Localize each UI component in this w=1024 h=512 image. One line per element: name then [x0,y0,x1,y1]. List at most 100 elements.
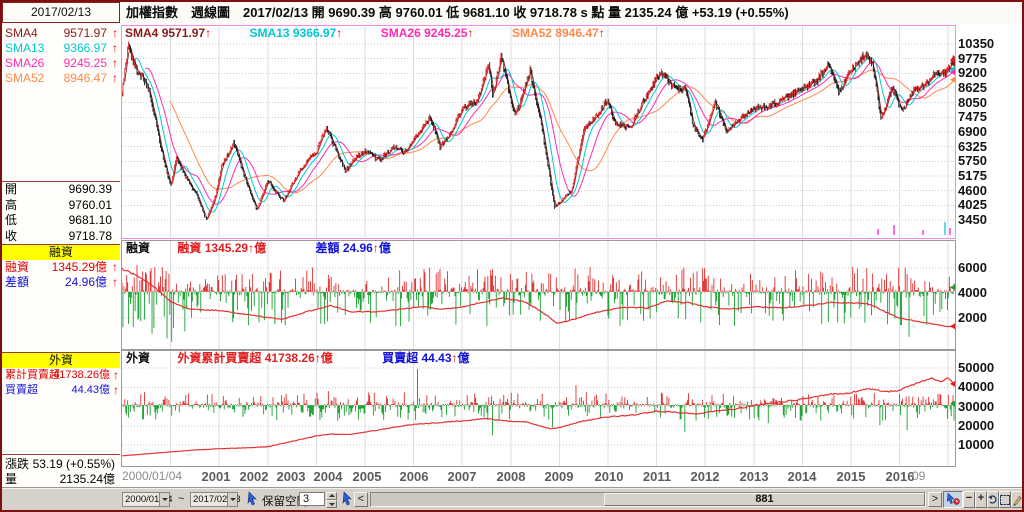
up-arrow-icon: ↑ [112,56,118,70]
price-legend: SMA4 9571.97↑ SMA13 9366.97↑ SMA26 9245.… [125,26,605,40]
up-arrow-icon: ↑ [451,351,458,365]
y-axis-labels: 10350 9775 9200 8625 8050 7475 6900 6325 5750 517… [958,24,1020,467]
x-axis-label: 2006 [399,469,429,484]
from-date-dropdown[interactable]: 2000/01/04 [122,492,173,507]
scroll-left-button[interactable]: < [354,492,368,507]
foreign-axis-label: 10000 [958,437,995,452]
date-range-separator: ~ [178,493,185,505]
hand-pointer-icon[interactable] [340,491,354,507]
margin-axis-label: 4000 [958,285,987,300]
x-axis-label: 2010 [594,469,624,484]
margin-chart-canvas[interactable] [122,241,955,349]
foreign-cumulative-row: 累計買賣超 41738.26億 ↑ [5,368,119,382]
scroll-right-button[interactable]: > [928,492,942,507]
price-axis-label: 6900 [958,124,987,139]
open-row: 開 9690.39 [5,182,112,196]
up-arrow-icon: ↑ [112,41,118,55]
spinner-down-button[interactable] [326,500,337,508]
scrollbar-thumb[interactable]: 881 [604,493,925,506]
x-axis-label: 2014 [787,469,817,484]
price-axis-label: 4600 [958,183,987,198]
foreign-net-row: 買賣超 44.43億 ↑ [5,383,119,397]
price-axis-label: 8625 [958,80,987,95]
x-axis-label: 2007 [447,469,477,484]
price-axis-label: 5750 [958,153,987,168]
margin-panel[interactable]: 融資 融資 1345.29↑億 差額 24.96↑億 [121,240,956,350]
up-arrow-icon: ↑ [113,383,119,397]
foreign-panel-header: 外資 外資累計買賣超 41738.26↑億 買賣超 44.43↑億 [126,351,470,365]
chart-area: SMA4 9571.97↑ SMA13 9366.97↑ SMA26 9245.… [120,24,1022,487]
x-axis-label: 2012 [690,469,720,484]
margin-axis-label: 2000 [958,310,987,325]
hand-pointer-icon[interactable] [245,491,259,507]
select-region-button[interactable] [999,491,1011,508]
foreign-axis-label: 20000 [958,418,995,433]
low-row: 低 9681.10 [5,213,112,227]
x-axis-label: 2000/01/04 [122,469,183,483]
up-arrow-icon: ↑ [248,241,255,255]
foreign-section-header: 外資 [2,353,120,368]
undo-button[interactable] [987,491,999,508]
price-axis-label: 4025 [958,197,987,212]
price-axis-label: 7475 [958,109,987,124]
x-axis-label: 2005 [352,469,382,484]
foreign-axis-label: 40000 [958,379,995,394]
x-axis-label: 2003 [276,469,306,484]
ohlc-section: 開 9690.39 高 9760.01 低 9681.10 收 9718.78 [2,181,120,244]
zoom-out-button[interactable]: − [963,491,975,508]
x-axis-label: 2009 [544,469,574,484]
spinner-up-button[interactable] [326,492,337,500]
cursor-clock-icon [946,492,960,505]
margin-panel-header: 融資 融資 1345.29↑億 差額 24.96↑億 [126,241,391,255]
quote-title: 加權指數 週線圖 2017/02/13 開 9690.39 高 9760.01 … [126,5,789,20]
margin-section-header: 融資 [2,245,120,260]
high-row: 高 9760.01 [5,197,112,212]
keep-space-input[interactable]: 3 [299,492,325,506]
price-axis-label: 3450 [958,212,987,227]
price-axis-label: 6325 [958,139,987,154]
x-axis-label: 2002 [239,469,269,484]
sma4-row: SMA4 9571.97 ↑ [5,26,118,40]
price-chart-canvas[interactable] [122,26,955,238]
quote-sidebar: SMA4 9571.97 ↑ SMA13 9366.97 ↑ SMA26 924… [2,24,121,487]
price-axis-label: 10350 [958,36,995,51]
foreign-panel[interactable]: 外資 外資累計買賣超 41738.26↑億 買賣超 44.43↑億 [121,350,956,467]
up-arrow-icon: ↑ [112,71,118,85]
foreign-section: 外資 累計買賣超 41738.26億 ↑ 買賣超 44.43億 ↑ [2,352,120,454]
up-arrow-icon: ↑ [598,26,605,40]
x-axis-label: 2016 [885,469,915,484]
zoom-in-button[interactable]: + [975,491,987,508]
margin-balance-row: 融資 1345.29億 ↑ [5,260,118,274]
x-axis-label: 09 [912,469,926,483]
up-arrow-icon: ↑ [112,26,118,40]
up-arrow-icon: ↑ [336,26,343,40]
price-axis-label: 8050 [958,95,987,110]
sma52-row: SMA52 8946.47 ↑ [5,71,118,85]
margin-section: 融資 融資 1345.29億 ↑ 差額 24.96億 ↑ [2,244,120,352]
up-arrow-icon: ↑ [314,351,321,365]
marquee-icon [1000,495,1010,505]
margin-axis-label: 6000 [958,260,987,275]
scrollbar-track[interactable]: 881 [370,492,926,507]
close-row: 收 9718.78 [5,228,112,243]
up-arrow-icon: ↑ [205,26,212,40]
price-axis-label: 5175 [958,168,987,183]
cursor-mode-button[interactable] [943,491,963,508]
x-axis-label: 2011 [642,469,672,484]
to-date-dropdown[interactable]: 2017/02/13 [190,492,241,507]
volume-row: 量 2135.24億 [5,472,115,486]
up-arrow-icon: ↑ [372,241,379,255]
bottom-toolbar: 2000/01/04 ~ 2017/02/13 保留空間 3 < 881 > [2,487,1022,510]
price-panel[interactable]: SMA4 9571.97↑ SMA13 9366.97↑ SMA26 9245.… [121,25,956,239]
chevron-down-icon[interactable] [227,493,237,506]
chevron-down-icon[interactable] [159,493,169,506]
foreign-chart-canvas[interactable] [122,351,955,466]
pencil-icon [1013,496,1022,506]
x-axis-label: 2008 [496,469,526,484]
draw-button[interactable] [1011,491,1022,508]
up-arrow-icon: ↑ [467,26,474,40]
x-axis-label: 2001 [201,469,231,484]
header-bar: 2017/02/13 加權指數 週線圖 2017/02/13 開 9690.39… [2,2,1022,25]
x-axis-label: 2004 [313,469,343,484]
undo-icon [988,495,997,504]
